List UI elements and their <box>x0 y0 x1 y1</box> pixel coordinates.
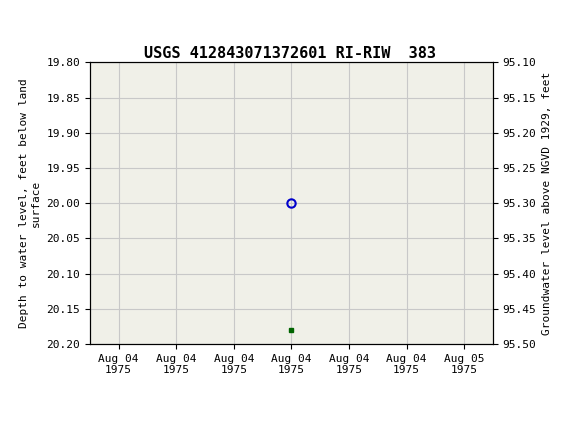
Y-axis label: Groundwater level above NGVD 1929, feet: Groundwater level above NGVD 1929, feet <box>542 71 552 335</box>
Text: USGS 412843071372601 RI-RIW  383: USGS 412843071372601 RI-RIW 383 <box>144 46 436 61</box>
Y-axis label: Depth to water level, feet below land
surface: Depth to water level, feet below land su… <box>19 78 41 328</box>
Text: ≡USGS: ≡USGS <box>6 12 88 33</box>
Legend: Period of approved data: Period of approved data <box>194 427 389 430</box>
